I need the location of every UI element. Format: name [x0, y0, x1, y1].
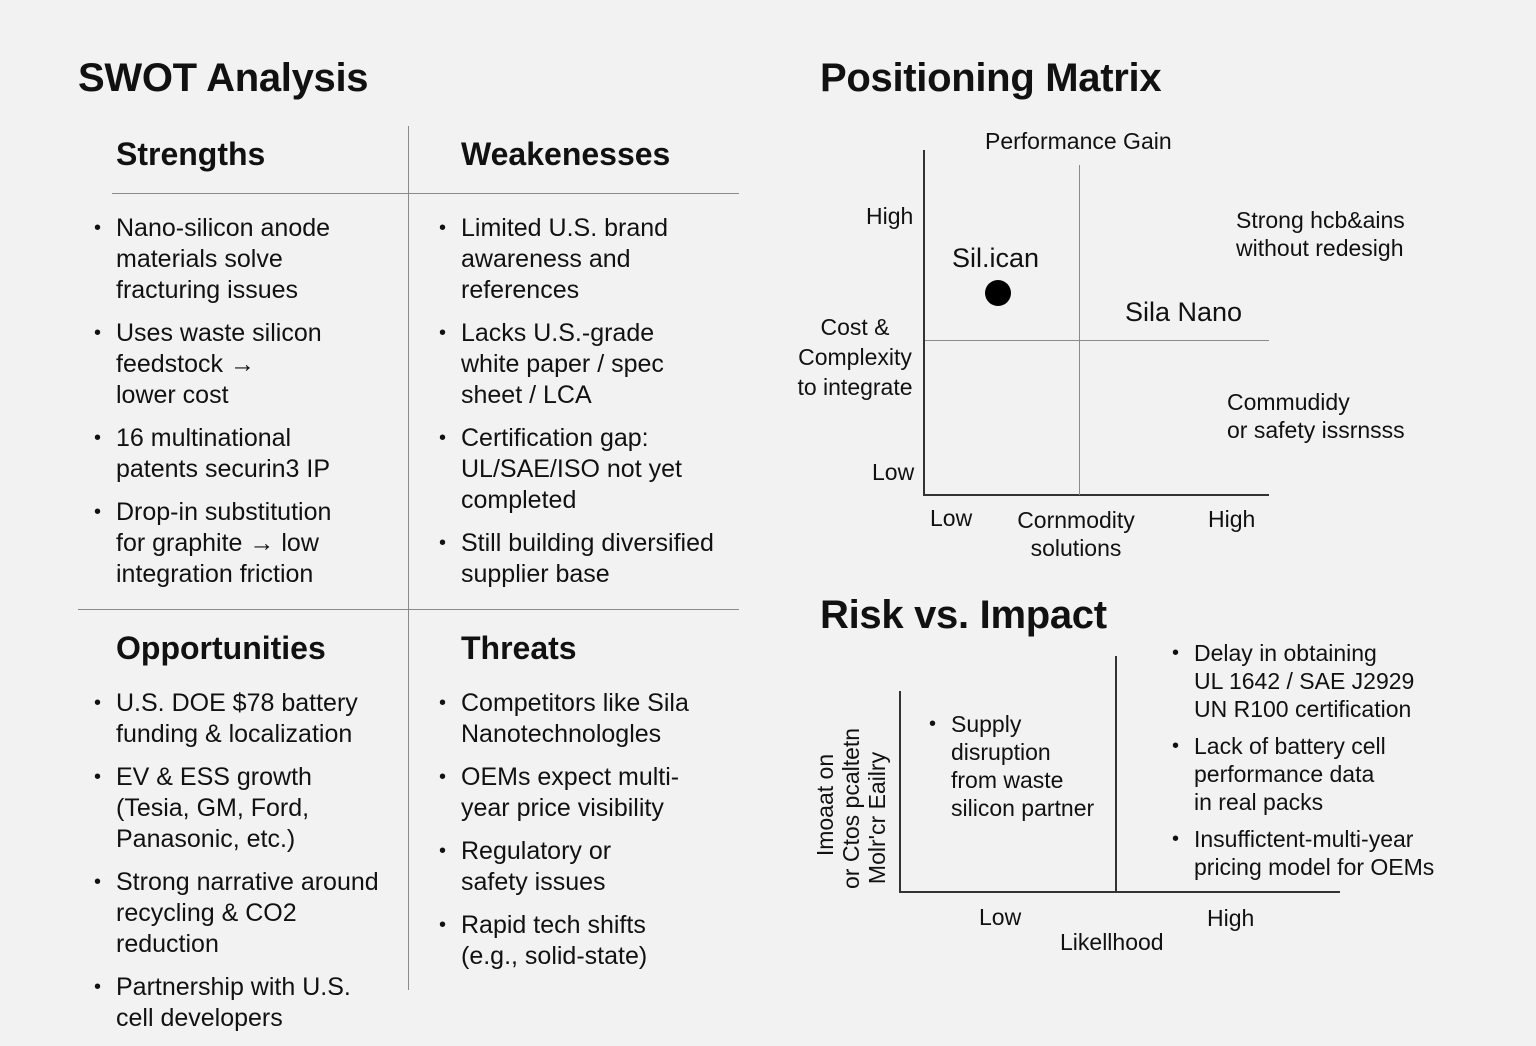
positioning-mid-horizontal: [925, 340, 1269, 341]
strengths-heading: Strengths: [116, 136, 266, 172]
weakness-item: Still building diversified supplier base: [439, 528, 739, 590]
impact-label-line-2: or Ctos pcaltetn: [838, 727, 864, 889]
opportunity-item: EV & ESS growth (Tesia, GM, Ford, Panaso…: [94, 762, 404, 855]
positioning-mid-vertical: [1079, 165, 1080, 495]
risk-impact-title: Risk vs. Impact: [820, 593, 1107, 637]
strength-item: Nano-silicon anode materials solve fract…: [94, 213, 400, 306]
weakness-item: Limited U.S. brand awareness and referen…: [439, 213, 739, 306]
risk-x-high-label: High: [1207, 905, 1255, 931]
threat-item: Competitors like Sila Nanotechnologles: [439, 688, 739, 750]
threats-list: Competitors like Sila Nanotechnologles O…: [439, 688, 739, 984]
positioning-title: Positioning Matrix: [820, 56, 1162, 100]
silican-point-marker: [985, 280, 1011, 306]
risk-left-item: Supply disruption from waste silicon par…: [929, 710, 1111, 822]
performance-gain-label: Performance Gain: [985, 128, 1172, 154]
threat-item: OEMs expect multi- year price visibility: [439, 762, 739, 824]
strength-item: Uses waste silicon feedstock → lower cos…: [94, 318, 400, 411]
opportunities-list: U.S. DOE $78 battery funding & localizat…: [94, 688, 404, 1046]
x-low-label: Low: [930, 505, 973, 531]
sila-nano-label: Sila Nano: [1125, 297, 1243, 327]
swot-vertical-divider: [408, 126, 409, 990]
strong-gains-note: Strong hcb&ains without redesigh: [1236, 207, 1405, 261]
y-low-label: Low: [872, 459, 915, 485]
risk-y-axis: [899, 691, 901, 893]
threat-item: Rapid tech shifts (e.g., solid-state): [439, 910, 739, 972]
strength-item: Drop-in substitution for graphite → low …: [94, 497, 400, 590]
x-high-label: High: [1208, 506, 1256, 532]
risk-right-item: Delay in obtaining UL 1642 / SAE J2929 U…: [1172, 639, 1492, 723]
threats-heading: Threats: [461, 630, 577, 666]
swot-horizontal-divider: [78, 609, 739, 610]
weaknesses-list: Limited U.S. brand awareness and referen…: [439, 213, 739, 602]
risk-right-list: Delay in obtaining UL 1642 / SAE J2929 U…: [1172, 639, 1492, 890]
strength-item: 16 multinational patents securin3 IP: [94, 423, 400, 485]
likelihood-label: Likellhood: [1060, 929, 1164, 955]
weaknesses-heading: Weakenesses: [461, 136, 671, 172]
risk-mid-divider: [1115, 656, 1117, 892]
impact-label-line-3: Molr'cr Eailry: [864, 751, 890, 885]
commodity-risk-note: Commudidy or safety issrnsss: [1227, 389, 1405, 443]
positioning-x-axis: [923, 494, 1269, 496]
opportunity-item: U.S. DOE $78 battery funding & localizat…: [94, 688, 404, 750]
risk-x-axis: [899, 891, 1340, 893]
opportunities-heading: Opportunities: [116, 630, 326, 666]
risk-right-item: Insuffictent-multi-year pricing model fo…: [1172, 825, 1492, 881]
swot-top-rule: [112, 193, 739, 194]
risk-left-list: Supply disruption from waste silicon par…: [929, 710, 1111, 831]
opportunity-item: Partnership with U.S. cell developers: [94, 972, 404, 1034]
weakness-item: Certification gap: UL/SAE/ISO not yet co…: [439, 423, 739, 516]
cost-complexity-label: Cost & Complexity to integrate: [797, 314, 913, 400]
risk-x-low-label: Low: [979, 904, 1022, 930]
weakness-item: Lacks U.S.-grade white paper / spec shee…: [439, 318, 739, 411]
commodity-solutions-label: Cornmodity solutions: [1017, 507, 1135, 561]
risk-right-item: Lack of battery cell performance data in…: [1172, 732, 1492, 816]
threat-item: Regulatory or safety issues: [439, 836, 739, 898]
impact-label-line-1: Imoaat on: [812, 753, 838, 857]
strengths-list: Nano-silicon anode materials solve fract…: [94, 213, 400, 602]
y-high-label: High: [866, 203, 914, 229]
positioning-y-axis: [923, 150, 925, 496]
opportunity-item: Strong narrative around recycling & CO2 …: [94, 867, 404, 960]
swot-title: SWOT Analysis: [78, 56, 369, 100]
silican-point-label: Sil.ican: [952, 243, 1040, 273]
